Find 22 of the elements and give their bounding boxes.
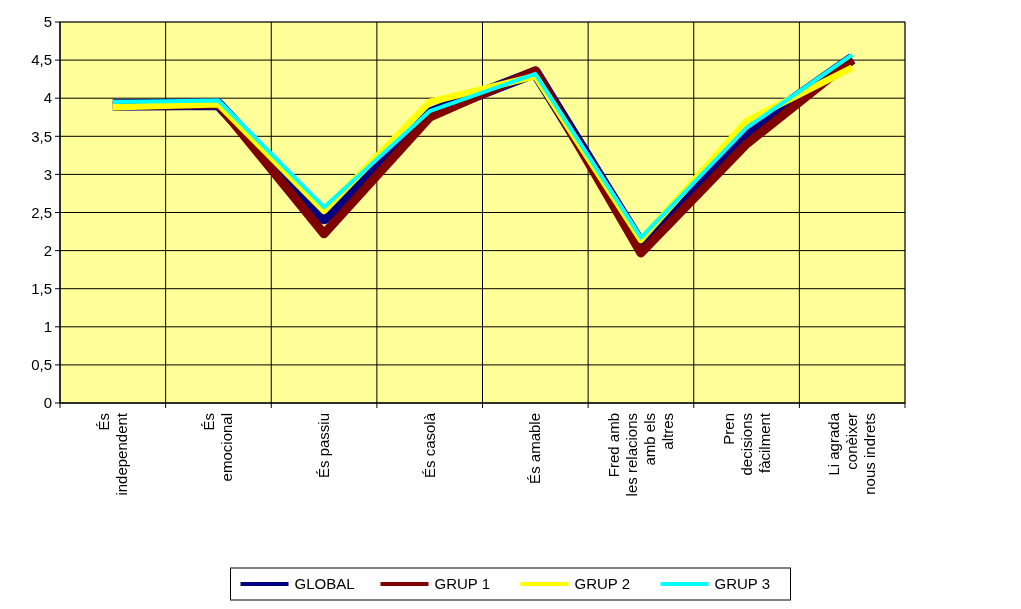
x-tick-label: És passiu bbox=[315, 413, 333, 479]
y-tick-label: 4 bbox=[43, 89, 52, 107]
x-tick-label: És amable bbox=[526, 413, 544, 484]
x-tick-label: És casolà bbox=[420, 412, 438, 479]
legend-label: GLOBAL bbox=[294, 575, 355, 593]
x-tick-label: Fred amb les relacions amb els altres bbox=[604, 413, 676, 497]
legend-label: GRUP 3 bbox=[714, 575, 771, 593]
x-tick-label: Pren decisions fàcilment bbox=[719, 412, 773, 476]
y-tick-label: 1,5 bbox=[31, 279, 52, 297]
y-tick-label: 3,5 bbox=[31, 127, 52, 145]
y-tick-label: 3 bbox=[43, 165, 52, 183]
legend-label: GRUP 2 bbox=[574, 575, 631, 593]
y-tick-label: 2,5 bbox=[31, 203, 52, 221]
y-tick-label: 4,5 bbox=[31, 51, 52, 69]
y-tick-label: 1 bbox=[43, 318, 52, 336]
x-tick-label: És independent bbox=[94, 412, 130, 496]
y-tick-label: 5 bbox=[43, 13, 52, 31]
y-tick-label: 0 bbox=[43, 394, 52, 412]
y-tick-label: 0,5 bbox=[31, 356, 52, 374]
y-tick-label: 2 bbox=[43, 241, 52, 259]
x-tick-label: És emocional bbox=[200, 413, 236, 482]
legend-label: GRUP 1 bbox=[434, 575, 491, 593]
